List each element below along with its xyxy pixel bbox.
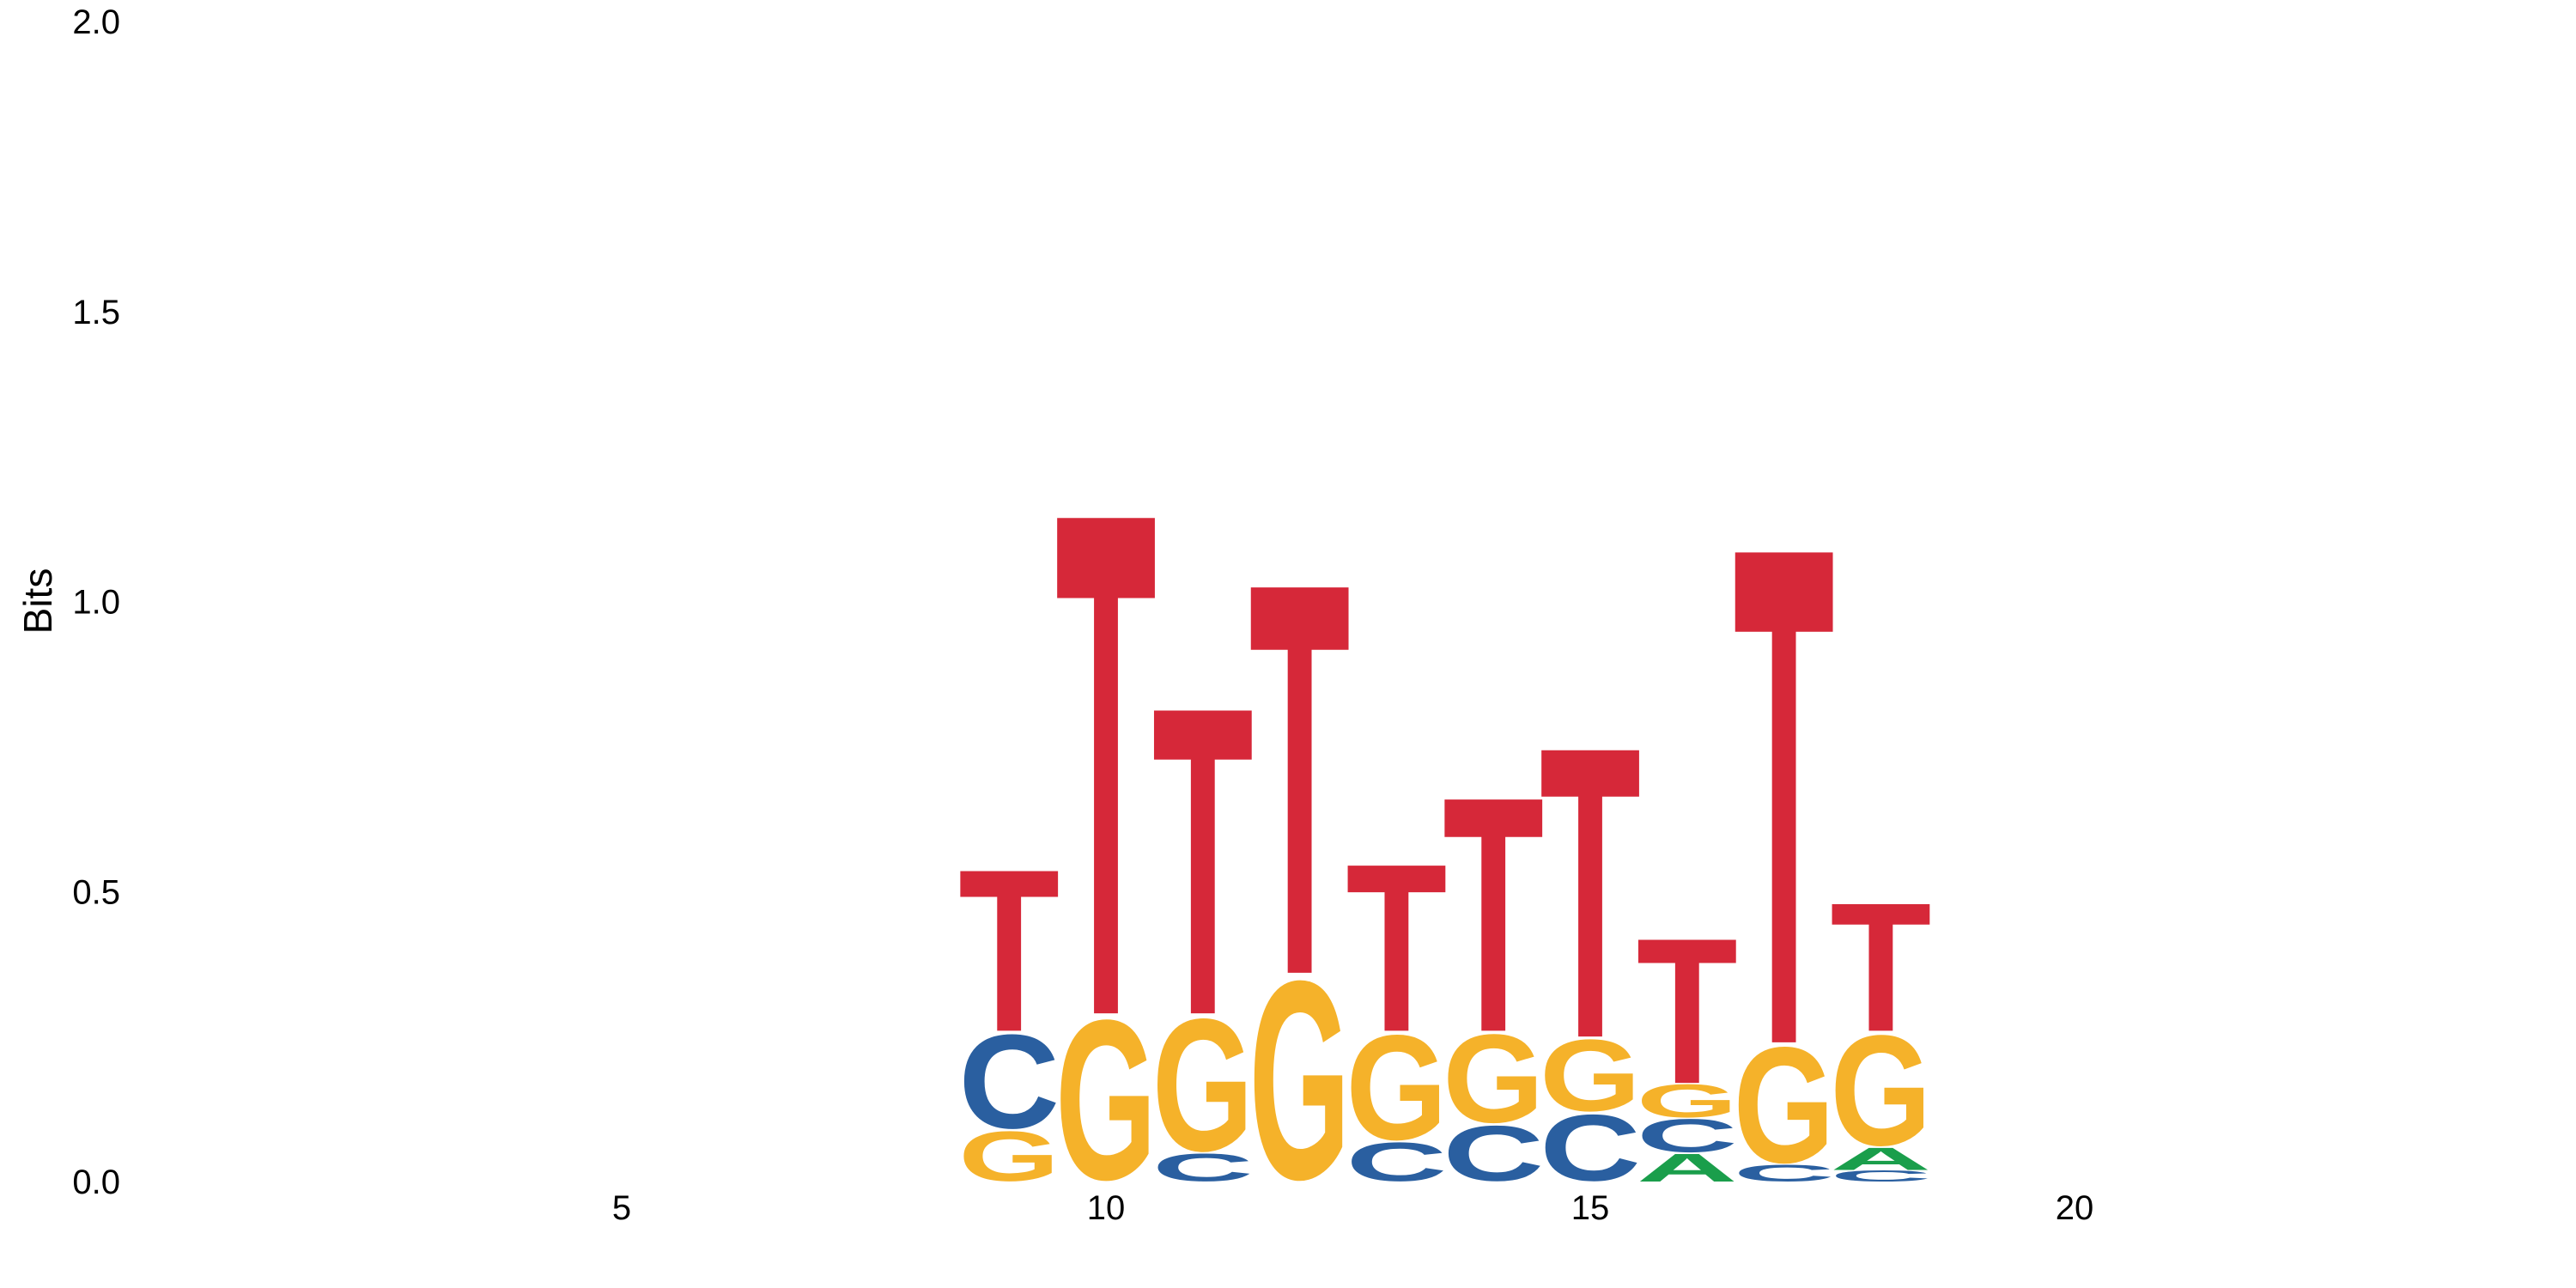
logo-column: CGT [1734, 398, 1835, 1197]
logo-letter-c: C [1346, 1132, 1447, 1193]
logo-letter-g: G [1152, 981, 1254, 1192]
logo-letter-t: T [1637, 896, 1738, 1127]
logo-letter-a: A [1830, 1141, 1931, 1177]
x-tick-label: 5 [612, 1189, 631, 1227]
logo-letter-c: C [1443, 1110, 1544, 1198]
x-axis-ticks: 5 10 15 20 [612, 1189, 2093, 1227]
logo-letter-g: G [958, 1116, 1060, 1196]
logo-letter-t: T [1830, 865, 1931, 1070]
y-axis-title: Bits [15, 568, 60, 635]
logo-letter-t: T [1734, 398, 1835, 1194]
logo-column: CGT [1346, 814, 1447, 1193]
logo-column: GCT [958, 820, 1060, 1195]
logo-letter-t: T [1540, 661, 1641, 1126]
logo-letter-c: C [1152, 1145, 1254, 1189]
y-axis-ticks: 0.0 0.5 1.0 1.5 2.0 [72, 3, 120, 1201]
logo-column: CGT [1152, 616, 1254, 1191]
logo-letter-t: T [1249, 466, 1351, 1091]
logo-letter-c: C [958, 1006, 1060, 1157]
logo-letter-t: T [1443, 728, 1544, 1103]
logo-column: CGT [1540, 661, 1641, 1201]
logo-letter-g: G [1443, 1008, 1544, 1149]
y-tick-label: 0.5 [72, 873, 120, 911]
logo-letter-c: C [1540, 1095, 1641, 1200]
x-tick-label: 20 [2056, 1189, 2094, 1227]
logo-letter-t: T [1055, 361, 1157, 1166]
logo-letter-g: G [1346, 1004, 1447, 1171]
logo-letter-t: T [958, 820, 1060, 1080]
logo-column: CGT [1443, 728, 1544, 1198]
logo-letter-g: G [1830, 1003, 1931, 1179]
logo-letter-a: A [1637, 1145, 1738, 1190]
logo-letter-g: G [1055, 972, 1157, 1227]
logo-letter-t: T [1346, 814, 1447, 1082]
y-tick-label: 1.5 [72, 294, 120, 331]
logo-letter-g: G [1540, 1018, 1641, 1133]
logo-letter-c: C [1830, 1167, 1931, 1184]
logo-letter-c: C [1637, 1109, 1738, 1162]
logo-letter-g: G [1734, 1012, 1835, 1197]
logo-letter-t: T [1152, 616, 1254, 1108]
logo-column: GT [1249, 466, 1351, 1239]
y-tick-label: 1.0 [72, 584, 120, 622]
logo-letter-c: C [1734, 1160, 1835, 1187]
x-tick-label: 10 [1087, 1189, 1126, 1227]
x-tick-label: 15 [1571, 1189, 1610, 1227]
logo-letter-g: G [1637, 1075, 1738, 1127]
logo-column: GT [1055, 361, 1157, 1228]
y-tick-label: 2.0 [72, 3, 120, 41]
y-tick-label: 0.0 [72, 1163, 120, 1201]
logo-letter-g: G [1249, 923, 1351, 1238]
